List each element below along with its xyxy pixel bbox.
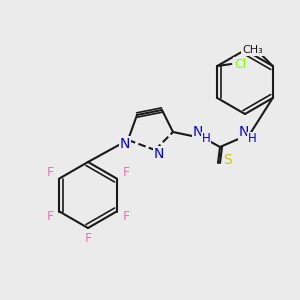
Text: H: H [202,133,210,146]
Text: F: F [46,211,53,224]
Text: F: F [122,211,130,224]
Text: S: S [224,153,232,167]
Text: CH₃: CH₃ [242,45,263,55]
Text: Cl: Cl [234,58,246,70]
Text: N: N [239,125,249,139]
Text: F: F [122,167,130,179]
Text: F: F [84,232,92,245]
Text: H: H [248,133,256,146]
Text: N: N [154,147,164,161]
Text: N: N [120,137,130,151]
Text: F: F [46,167,53,179]
Text: N: N [193,125,203,139]
